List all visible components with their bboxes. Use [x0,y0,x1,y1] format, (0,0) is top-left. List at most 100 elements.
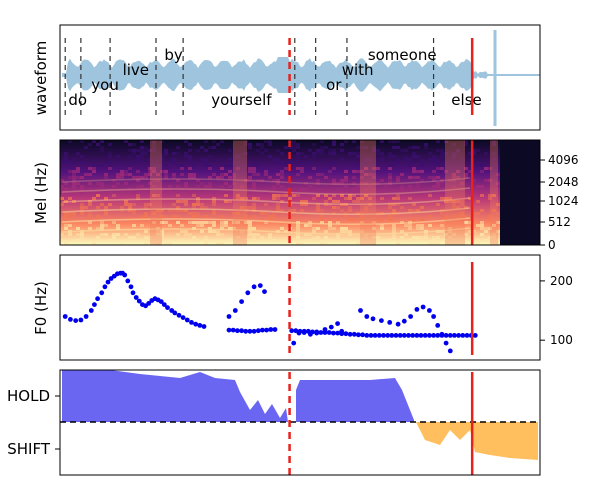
mel-cell [112,236,116,239]
mel-cell [432,176,436,179]
mel-cell [188,158,192,161]
mel-cell [416,227,420,230]
mel-cell [320,149,324,152]
mel-cell [204,185,208,188]
mel-cell [152,143,156,146]
mel-cell [364,206,368,209]
mel-cell [244,143,248,146]
mel-cell [100,146,104,149]
mel-cell [296,173,300,176]
mel-cell [240,230,244,233]
mel-cell [176,233,180,236]
mel-cell [364,191,368,194]
mel-cell [332,149,336,152]
mel-cell [492,209,496,212]
mel-cell [460,212,464,215]
mel-cell [72,200,76,203]
mel-ytick-label: 512 [548,215,571,229]
mel-cell [452,173,456,176]
mel-cell [108,161,112,164]
mel-cell [328,152,332,155]
hold-label: HOLD [7,387,50,405]
mel-cell [452,185,456,188]
mel-cell [152,239,156,242]
mel-cell [248,170,252,173]
mel-cell [460,215,464,218]
mel-cell [400,230,404,233]
mel-cell [352,200,356,203]
mel-cell [84,146,88,149]
mel-cell [260,179,264,182]
mel-cell [256,143,260,146]
mel-cell [332,194,336,197]
mel-cell [364,173,368,176]
mel-cell [428,152,432,155]
mel-cell [160,233,164,236]
mel-cell [180,188,184,191]
mel-cell [64,215,68,218]
mel-cell [152,149,156,152]
mel-cell [140,161,144,164]
mel-cell [336,200,340,203]
mel-cell [116,155,120,158]
f0-point [389,333,395,338]
mel-cell [100,185,104,188]
mel-cell [136,149,140,152]
mel-cell [352,152,356,155]
mel-cell [248,179,252,182]
mel-cell [480,170,484,173]
mel-cell [80,155,84,158]
mel-cell [224,200,228,203]
mel-cell [68,140,72,143]
f0-point [251,284,257,290]
f0-point [172,310,178,316]
mel-cell [156,173,160,176]
mel-cell [224,194,228,197]
mel-cell [132,149,136,152]
mel-cell [344,176,348,179]
mel-cell [248,230,252,233]
mel-cell [416,236,420,239]
mel-cell [108,203,112,206]
mel-cell [172,176,176,179]
mel-cell [68,191,72,194]
mel-cell [256,149,260,152]
mel-cell [296,167,300,170]
mel-cell [76,182,80,185]
mel-cell [164,170,168,173]
mel-cell [344,197,348,200]
mel-cell [296,161,300,164]
mel-cell [420,227,424,230]
mel-cell [184,182,188,185]
f0-point [95,296,100,302]
mel-cell [224,164,228,167]
mel-cell [156,236,160,239]
mel-cell [280,209,284,212]
mel-cell [400,236,404,239]
mel-cell [400,206,404,209]
mel-cell [296,224,300,227]
mel-cell [72,188,76,191]
mel-cell [468,197,472,200]
mel-cell [432,242,436,245]
mel-cell [448,179,452,182]
mel-cell [364,182,368,185]
mel-cell [260,152,264,155]
mel-cell [216,176,220,179]
f0-point [360,332,365,338]
mel-cell [128,155,132,158]
mel-cell [252,164,256,167]
mel-cell [72,215,76,218]
f0-point [397,333,403,338]
mel-cell [360,230,364,233]
mel-cell [88,221,92,224]
word-label: do [68,91,87,109]
mel-cell [452,161,456,164]
mel-cell [468,152,472,155]
mel-cell [100,203,104,206]
mel-cell [188,239,192,242]
mel-cell [248,191,252,194]
mel-cell [476,239,480,242]
mel-cell [128,203,132,206]
mel-cell [460,188,464,191]
